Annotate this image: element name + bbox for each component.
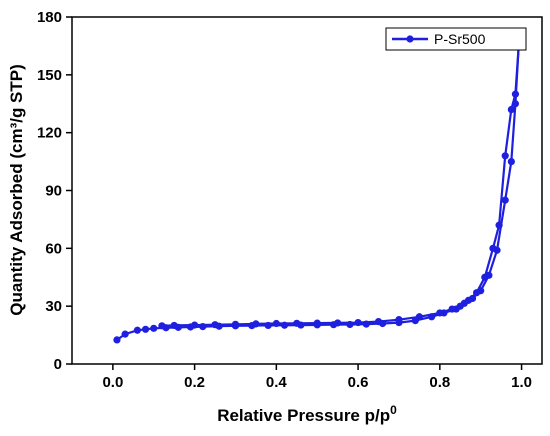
y-tick-label: 30 — [45, 298, 62, 315]
desorption-point — [334, 319, 342, 327]
desorption-point — [191, 321, 199, 329]
x-tick-label: 0.8 — [429, 374, 450, 391]
adsorption-point — [501, 196, 509, 204]
desorption-point — [481, 273, 489, 281]
x-tick-label: 0.2 — [184, 374, 205, 391]
adsorption-point — [121, 330, 129, 338]
x-tick-label: 0.4 — [266, 374, 288, 391]
legend-box — [385, 27, 527, 51]
desorption-point — [158, 322, 166, 330]
desorption-point — [374, 317, 383, 326]
plot-frame — [71, 16, 543, 365]
adsorption-point — [141, 325, 150, 333]
y-tick-label: 0 — [54, 356, 62, 373]
desorption-point — [436, 309, 444, 317]
desorption-point — [489, 244, 497, 252]
desorption-line — [161, 45, 520, 327]
y-tick-label: 120 — [37, 125, 62, 142]
adsorption-line — [116, 45, 520, 341]
y-axis-title: Quantity Adsorbed (cm³/g STP) — [7, 64, 26, 316]
desorption-point — [272, 319, 280, 328]
desorption-point — [415, 313, 423, 321]
adsorption-point — [150, 324, 158, 332]
x-tick-label: 1.0 — [511, 374, 532, 391]
y-tick-label: 60 — [45, 240, 62, 257]
desorption-point — [211, 321, 219, 329]
desorption-point — [495, 221, 503, 229]
desorption-point — [252, 320, 260, 328]
x-axis-title-superscript: 0 — [390, 403, 397, 417]
x-tick-label: 0.6 — [348, 374, 369, 391]
desorption-point — [231, 320, 240, 328]
adsorption-point — [133, 326, 141, 334]
x-axis-title: Relative Pressure p/p0 — [217, 403, 397, 425]
series-layer — [113, 42, 523, 344]
desorption-point — [473, 289, 481, 297]
legend: P-Sr500 — [385, 27, 527, 51]
desorption-point — [501, 152, 509, 160]
x-tick-label: 0.0 — [102, 374, 123, 391]
adsorption-point — [113, 336, 121, 344]
desorption-point — [293, 319, 301, 327]
adsorption-point — [507, 157, 515, 166]
desorption-point — [448, 305, 456, 313]
desorption-point — [313, 319, 321, 327]
desorption-point — [170, 321, 178, 330]
desorption-point — [507, 105, 515, 114]
y-tick-label: 90 — [45, 183, 62, 200]
desorption-point — [395, 316, 403, 324]
legend-label: P-Sr500 — [434, 31, 486, 47]
tick-layer: 0.0 0.2 0.4 0.6 0.8 1.0 0 30 60 90 120 150 180 — [37, 9, 532, 391]
y-tick-label: 150 — [37, 67, 62, 84]
legend-marker-swatch — [406, 35, 414, 43]
desorption-point — [456, 302, 464, 310]
desorption-point — [464, 296, 473, 304]
desorption-point — [354, 318, 362, 327]
y-tick-label: 180 — [37, 9, 62, 26]
desorption-point — [511, 90, 520, 98]
